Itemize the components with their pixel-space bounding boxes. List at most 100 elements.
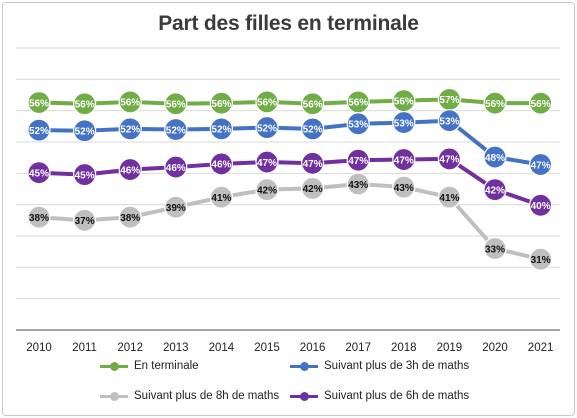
data-point — [483, 178, 507, 202]
data-label: 31% — [531, 255, 551, 266]
data-point — [118, 205, 142, 229]
data-label: 57% — [439, 95, 459, 106]
data-point — [118, 157, 142, 182]
data-point — [255, 90, 279, 114]
data-point — [164, 117, 188, 142]
data-label: 45% — [75, 170, 95, 181]
data-label: 42% — [257, 185, 277, 196]
data-label: 52% — [29, 126, 49, 137]
data-label: 43% — [348, 180, 368, 191]
data-point — [346, 172, 370, 196]
series-line — [37, 118, 543, 167]
data-point — [437, 147, 461, 171]
data-label: 33% — [485, 244, 505, 255]
data-label: 41% — [211, 193, 231, 204]
data-label: 56% — [257, 98, 277, 109]
x-tick-label: 2020 — [482, 342, 508, 354]
legend-label: Suivant plus de 8h de maths — [134, 390, 280, 402]
x-tick-label: 2011 — [72, 342, 97, 354]
data-point — [255, 150, 279, 174]
data-point — [118, 90, 142, 114]
data-point — [209, 117, 233, 141]
data-label: 48% — [485, 153, 505, 164]
data-label: 56% — [166, 100, 186, 111]
series-line — [37, 181, 543, 262]
data-point — [392, 175, 416, 199]
data-label: 52% — [303, 125, 323, 136]
data-label: 52% — [75, 127, 95, 138]
data-label: 45% — [29, 169, 49, 180]
series-line — [37, 97, 543, 106]
data-point — [437, 185, 461, 209]
data-point — [346, 112, 370, 136]
data-label: 38% — [120, 213, 140, 224]
data-label: 56% — [29, 98, 49, 109]
data-label: 47% — [531, 160, 551, 171]
data-point — [483, 145, 507, 169]
data-label: 56% — [211, 99, 231, 110]
series-line — [37, 156, 543, 208]
data-point — [528, 152, 553, 177]
data-point — [437, 109, 461, 133]
x-tick-label: 2010 — [26, 342, 52, 354]
x-tick-label: 2018 — [391, 342, 417, 354]
data-point — [72, 119, 97, 143]
data-label: 42% — [303, 184, 323, 195]
data-point — [483, 91, 507, 115]
data-label: 56% — [485, 99, 505, 110]
data-point — [392, 147, 416, 172]
data-label: 39% — [166, 203, 186, 214]
legend-marker-icon — [300, 392, 309, 401]
data-point — [209, 152, 233, 176]
data-label: 52% — [211, 125, 231, 136]
data-point — [392, 110, 416, 135]
legend-label: Suivant plus de 3h de maths — [324, 360, 470, 372]
data-label: 37% — [75, 216, 95, 227]
data-label: 53% — [348, 120, 368, 131]
x-tick-label: 2021 — [528, 342, 554, 354]
data-label: 46% — [120, 165, 140, 176]
legend-marker-icon — [110, 392, 119, 401]
data-point — [164, 155, 188, 179]
data-point — [209, 91, 233, 115]
data-label: 52% — [166, 125, 186, 136]
data-label: 56% — [120, 98, 140, 109]
data-point — [209, 185, 233, 209]
data-label: 56% — [303, 100, 323, 111]
chart-title: Part des filles en terminale — [158, 12, 419, 35]
data-point — [301, 92, 325, 116]
data-label: 43% — [394, 183, 414, 194]
data-label: 56% — [531, 99, 551, 110]
data-point — [301, 117, 325, 141]
data-point — [528, 91, 553, 115]
data-point — [27, 161, 51, 185]
x-tick-label: 2016 — [300, 342, 326, 354]
data-point — [164, 195, 188, 219]
data-point — [164, 92, 188, 116]
legend-marker-icon — [110, 362, 119, 371]
data-label: 46% — [211, 160, 231, 171]
data-point — [301, 176, 325, 200]
data-label: 46% — [166, 163, 186, 174]
data-point — [528, 193, 553, 217]
data-label: 41% — [439, 193, 459, 204]
data-point — [118, 117, 142, 141]
x-tick-label: 2019 — [437, 342, 463, 354]
legend-label: En terminale — [134, 360, 199, 372]
data-label: 56% — [394, 96, 414, 107]
x-tick-label: 2012 — [117, 342, 143, 354]
data-label: 47% — [257, 158, 277, 169]
x-tick-label: 2014 — [209, 342, 235, 354]
x-tick-label: 2013 — [163, 342, 189, 354]
data-label: 56% — [348, 98, 368, 109]
data-label: 47% — [303, 159, 323, 170]
legend-label: Suivant plus de 6h de maths — [324, 390, 470, 402]
data-point — [27, 118, 51, 142]
x-tick-label: 2015 — [254, 342, 280, 354]
data-point — [72, 92, 97, 116]
legend-marker-icon — [300, 362, 309, 371]
data-point — [528, 247, 553, 271]
data-point — [483, 236, 507, 261]
data-label: 47% — [439, 155, 459, 166]
